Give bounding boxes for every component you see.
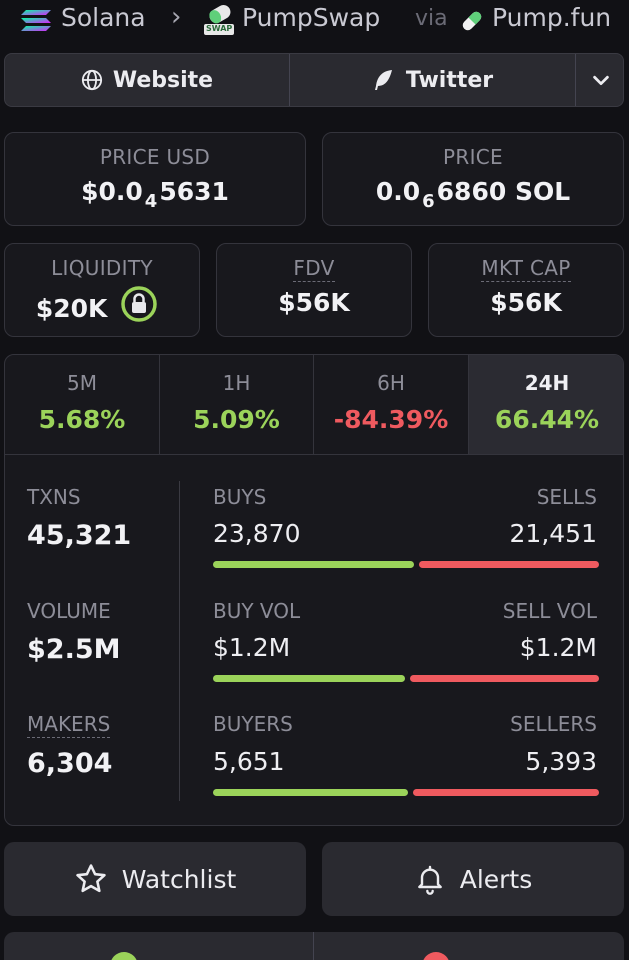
launchpad-link[interactable]: Pump.fun [492,3,612,32]
star-icon [74,862,108,896]
txns-value: 45,321 [27,520,132,551]
sell-vol-label: SELL VOL [502,599,597,623]
sell-button[interactable] [314,932,624,960]
makers-value: 6,304 [27,748,113,779]
price-usd-value: $0.0 45631 [81,177,229,212]
tab-5m[interactable]: 5M 5.68% [5,355,160,455]
buyers-value: 5,651 [213,747,285,776]
website-button[interactable]: Website [5,54,289,106]
tab-6h[interactable]: 6H -84.39% [314,355,469,455]
pill-icon [460,9,484,33]
buy-vol-value: $1.2M [213,633,291,662]
mkt-cap-label[interactable]: MKT CAP [481,256,571,282]
makers-label[interactable]: MAKERS [27,712,111,738]
twitter-label: Twitter [405,67,494,93]
more-links-button[interactable] [576,54,623,106]
buy-vol-label: BUY VOL [213,599,301,623]
twitter-button[interactable]: Twitter [290,54,575,106]
mkt-cap-box: MKT CAP $56K [428,243,624,337]
buys-bar [213,561,414,568]
feather-icon [372,68,396,92]
tab-1h[interactable]: 1H 5.09% [160,355,314,455]
txns-label: TXNS [27,485,81,509]
via-text: via [415,6,448,31]
trade-buttons-strip [4,932,624,960]
bell-icon [414,863,446,895]
sells-value: 21,451 [509,519,597,548]
mkt-cap-value: $56K [490,288,562,317]
website-label: Website [112,67,214,93]
chevron-down-icon [590,69,612,91]
sellers-label: SELLERS [510,712,597,736]
price-usd-box: PRICE USD $0.0 45631 [4,132,306,226]
price-native-box: PRICE 0.0 66860 SOL [322,132,624,226]
liquidity-label: LIQUIDITY [51,256,153,280]
sellers-value: 5,393 [525,747,597,776]
pumpswap-logo-icon: SWAP [203,4,235,36]
tab-24h[interactable]: 24H 66.44% [469,355,623,455]
liquidity-box: LIQUIDITY $20K [4,243,200,337]
buys-label: BUYS [213,485,267,509]
sell-vol-value: $1.2M [519,633,597,662]
sell-icon [422,952,450,960]
globe-icon [81,69,103,91]
fdv-label[interactable]: FDV [293,256,335,282]
swap-badge: SWAP [206,24,233,33]
sells-label: SELLS [536,485,597,509]
volume-value: $2.5M [27,634,121,665]
buy-vol-bar [213,675,405,682]
alerts-label: Alerts [459,864,533,894]
sells-bar [419,561,599,568]
fdv-value: $56K [278,288,350,317]
sell-vol-bar [410,675,599,682]
timeframe-panel: 5M 5.68% 1H 5.09% 6H -84.39% 24H 66.44% … [4,354,624,826]
fdv-box: FDV $56K [216,243,412,337]
price-usd-label: PRICE USD [99,145,211,169]
breadcrumb: Solana › SWAP PumpSwap via Pump.fun [0,0,629,40]
buy-button[interactable] [4,932,313,960]
liquidity-value: $20K [0,285,199,332]
chevron-right-icon: › [171,2,182,32]
watchlist-label: Watchlist [121,864,237,894]
social-links-bar: Website Twitter [4,53,624,107]
alerts-button[interactable]: Alerts [322,842,624,916]
price-native-value: 0.0 66860 SOL [375,177,571,212]
solana-logo-icon [20,8,52,34]
buys-value: 23,870 [213,519,301,548]
chain-link[interactable]: Solana [61,3,146,32]
sellers-bar [413,789,599,796]
dex-link[interactable]: PumpSwap [242,3,381,32]
volume-label: VOLUME [27,599,111,623]
buyers-label: BUYERS [213,712,293,736]
lock-icon[interactable] [120,285,158,329]
buyers-bar [213,789,408,796]
buy-icon [110,952,138,960]
watchlist-button[interactable]: Watchlist [4,842,306,916]
stats-divider [179,481,180,801]
price-native-label: PRICE [443,145,503,169]
